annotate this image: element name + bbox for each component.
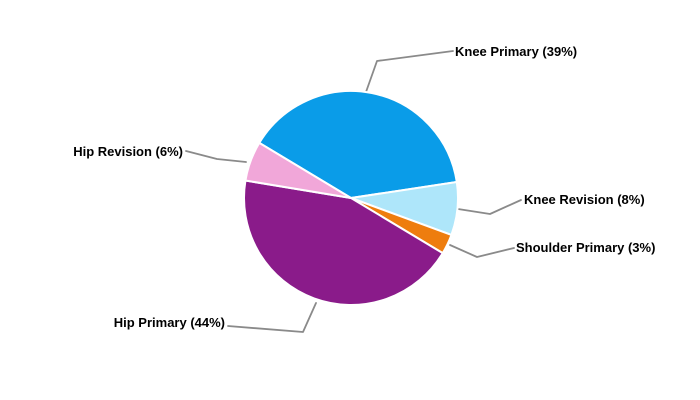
leader-line-shoulder-primary (449, 244, 515, 258)
slice-label-shoulder-primary: Shoulder Primary (3%) (516, 240, 656, 255)
leader-line-knee-revision (457, 199, 522, 215)
leader-line-hip-revision (185, 150, 247, 163)
leader-lines (185, 50, 522, 333)
slice-label-knee-revision: Knee Revision (8%) (524, 192, 645, 207)
pie-slice-hip-primary (243, 179, 444, 307)
slice-label-hip-revision: Hip Revision (6%) (73, 144, 183, 159)
pie-slice-hip-revision (244, 141, 352, 199)
leader-line-hip-primary (227, 302, 317, 333)
slice-label-hip-primary: Hip Primary (44%) (113, 315, 225, 330)
pie-slice-knee-primary (258, 89, 458, 199)
pie-slices (243, 89, 460, 307)
slice-label-knee-primary: Knee Primary (39%) (455, 44, 578, 59)
leader-line-knee-primary (365, 50, 454, 93)
